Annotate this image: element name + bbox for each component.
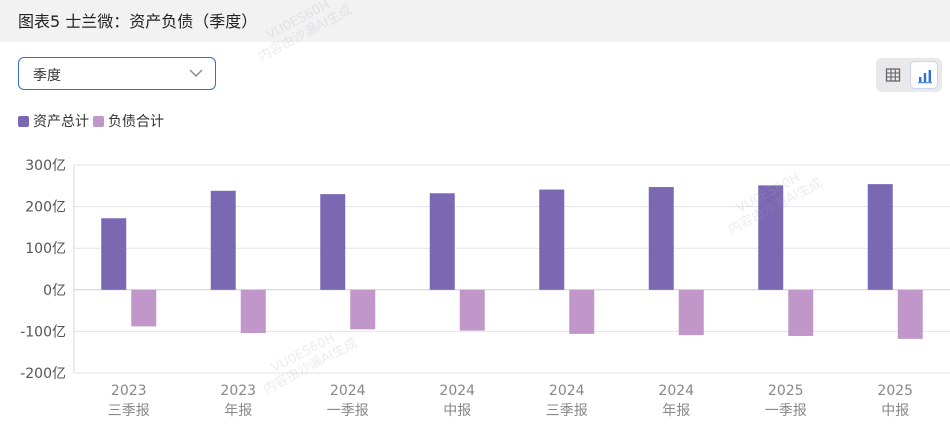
legend-label-liabilities: 负债合计 bbox=[108, 114, 164, 130]
bar bbox=[758, 185, 784, 290]
bar-chart: 300亿 200亿 100亿 0亿 -100亿 -200亿 2023 三季报 2023 年报 202… bbox=[20, 158, 950, 419]
view-toggle bbox=[876, 58, 942, 92]
x-tick-label: 中报 bbox=[443, 403, 471, 419]
x-tick-label: 2024 bbox=[439, 383, 475, 399]
legend-item-assets[interactable]: 资产总计 bbox=[18, 111, 89, 131]
x-tick-label: 2025 bbox=[877, 383, 913, 399]
x-tick-label: 2024 bbox=[658, 383, 694, 399]
x-tick-label: 2024 bbox=[549, 383, 585, 399]
chart-legend: 资产总计 负债合计 bbox=[18, 111, 168, 131]
bar bbox=[459, 289, 485, 331]
legend-item-liabilities[interactable]: 负债合计 bbox=[93, 111, 164, 131]
x-tick-label: 2023 bbox=[220, 383, 256, 399]
bar bbox=[240, 289, 266, 334]
x-tick-label: 2023 bbox=[111, 383, 147, 399]
table-view-button[interactable] bbox=[879, 61, 907, 89]
legend-label-assets: 资产总计 bbox=[33, 114, 89, 130]
period-select-value: 季度 bbox=[33, 68, 61, 84]
x-tick-label: 2024 bbox=[330, 383, 366, 399]
chevron-down-icon bbox=[189, 69, 203, 77]
bar bbox=[131, 289, 157, 327]
bar bbox=[867, 184, 893, 290]
y-tick-label: 0亿 bbox=[43, 283, 66, 299]
y-tick-label: -100亿 bbox=[20, 324, 66, 340]
bar bbox=[788, 289, 814, 336]
chart-view-button[interactable] bbox=[910, 61, 938, 89]
bar bbox=[678, 289, 704, 336]
x-tick-label: 中报 bbox=[881, 403, 909, 419]
bar bbox=[210, 190, 236, 290]
legend-swatch-assets bbox=[18, 115, 29, 127]
y-tick-label: -200亿 bbox=[20, 366, 66, 382]
bar-chart-icon bbox=[918, 70, 932, 84]
legend-swatch-liabilities bbox=[93, 115, 104, 127]
x-tick-label: 年报 bbox=[224, 403, 252, 419]
page-title: 图表5 士兰微：资产负债（季度） bbox=[18, 12, 258, 31]
bar bbox=[429, 193, 455, 290]
table-icon bbox=[885, 68, 901, 82]
bar bbox=[539, 189, 565, 290]
bar bbox=[320, 194, 346, 290]
bar bbox=[350, 289, 376, 330]
x-tick-label: 三季报 bbox=[546, 403, 588, 419]
y-tick-label: 200亿 bbox=[25, 200, 66, 216]
bar bbox=[101, 218, 127, 290]
bar bbox=[897, 289, 923, 339]
period-select[interactable]: 季度 bbox=[18, 57, 216, 90]
y-tick-label: 300亿 bbox=[25, 158, 66, 174]
title-bar: 图表5 士兰微：资产负债（季度） bbox=[0, 0, 950, 42]
x-tick-label: 一季报 bbox=[327, 403, 369, 419]
x-tick-label: 2025 bbox=[768, 383, 804, 399]
y-tick-label: 100亿 bbox=[25, 241, 66, 257]
x-tick-label: 三季报 bbox=[108, 403, 150, 419]
bar bbox=[569, 289, 595, 334]
x-tick-label: 一季报 bbox=[765, 403, 807, 419]
x-tick-label: 年报 bbox=[662, 403, 690, 419]
bar bbox=[648, 187, 674, 290]
